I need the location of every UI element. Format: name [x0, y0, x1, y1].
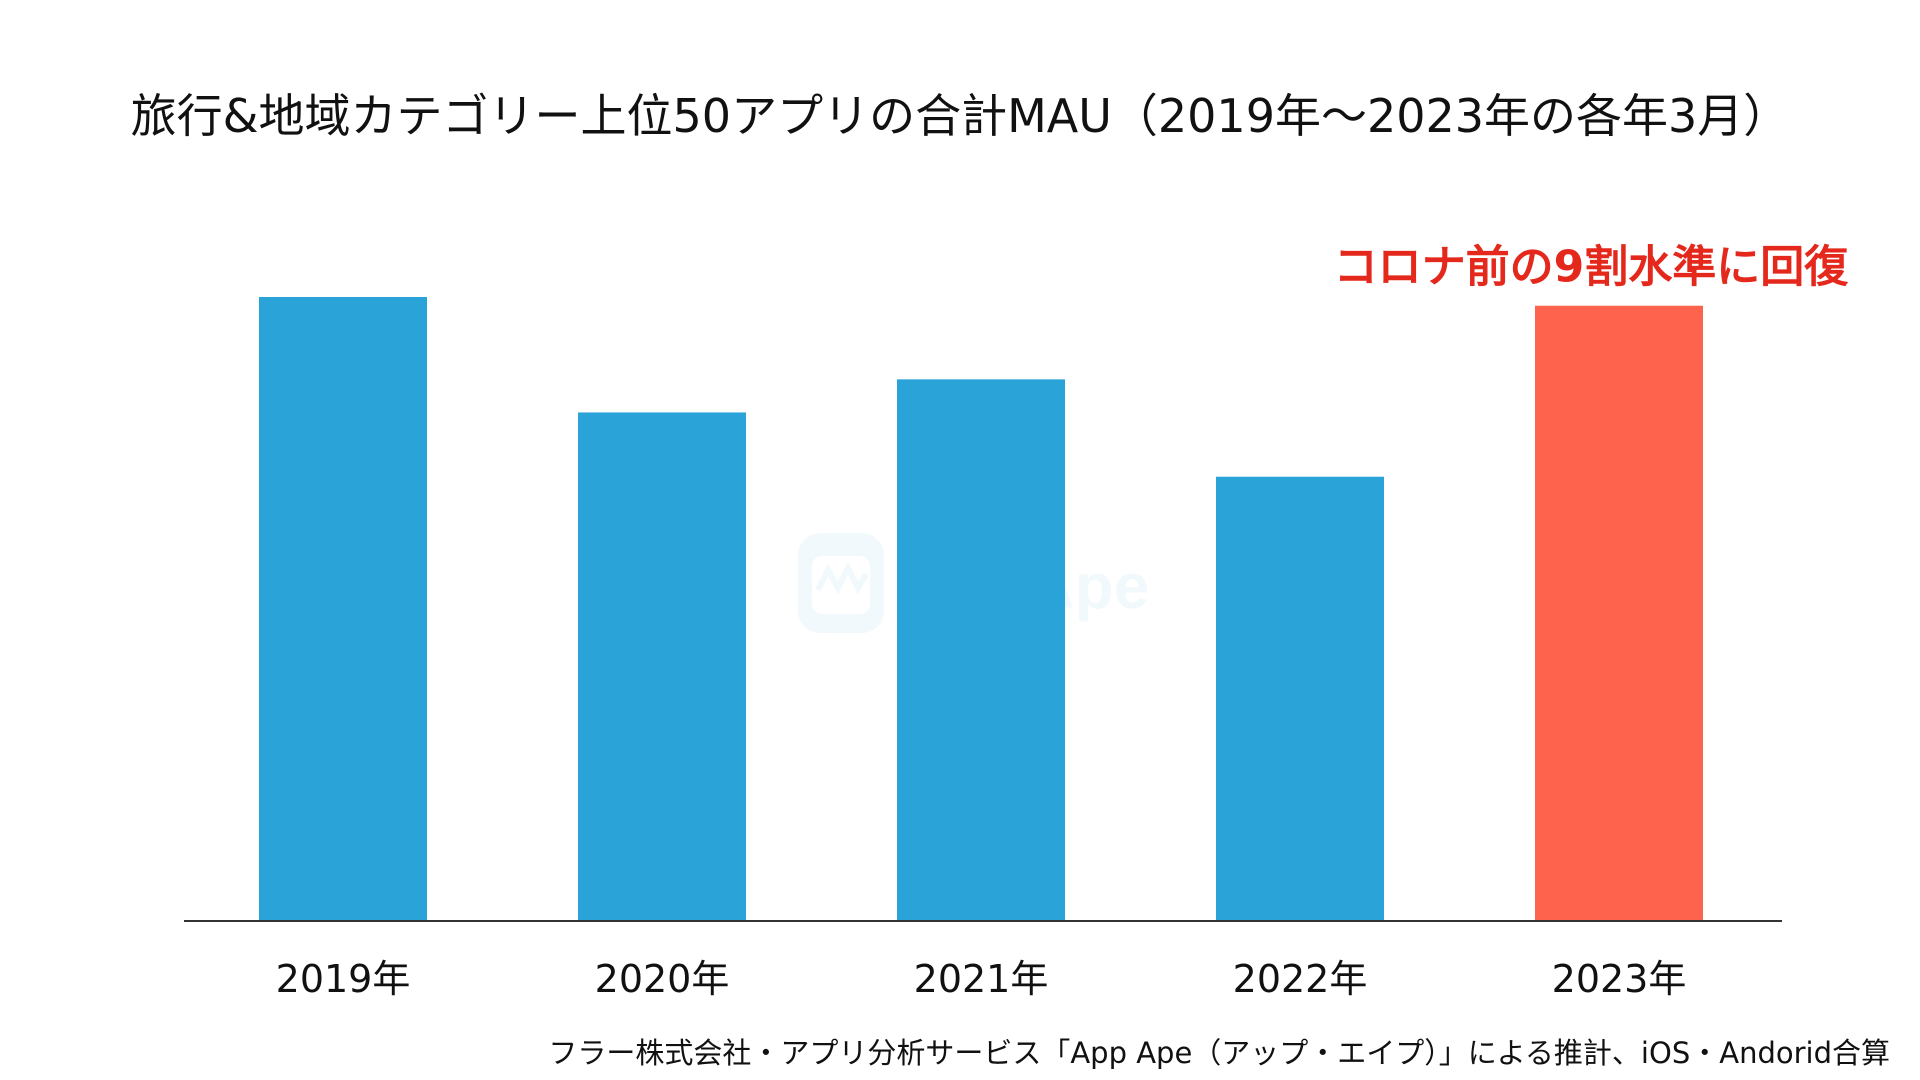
- x-tick-label: 2022年: [1233, 957, 1368, 1001]
- bar-2020年: [578, 412, 746, 921]
- bar-2023年: [1535, 305, 1703, 922]
- bar-2021年: [897, 379, 1065, 921]
- x-tick-label: 2021年: [914, 957, 1049, 1001]
- bar-2019年: [259, 297, 427, 921]
- x-tick-label: 2020年: [595, 957, 730, 1001]
- x-tick-label: 2019年: [276, 957, 411, 1001]
- source-note: フラー株式会社・アプリ分析サービス「App Ape（アップ・エイプ）」による推計…: [548, 1036, 1890, 1070]
- chart-title: 旅行&地域カテゴリー上位50アプリの合計MAU（2019年〜2023年の各年3月…: [130, 89, 1790, 143]
- bar-2022年: [1216, 476, 1384, 921]
- x-tick-label: 2023年: [1552, 957, 1687, 1001]
- recovery-annotation: コロナ前の9割水準に回復: [1334, 242, 1850, 293]
